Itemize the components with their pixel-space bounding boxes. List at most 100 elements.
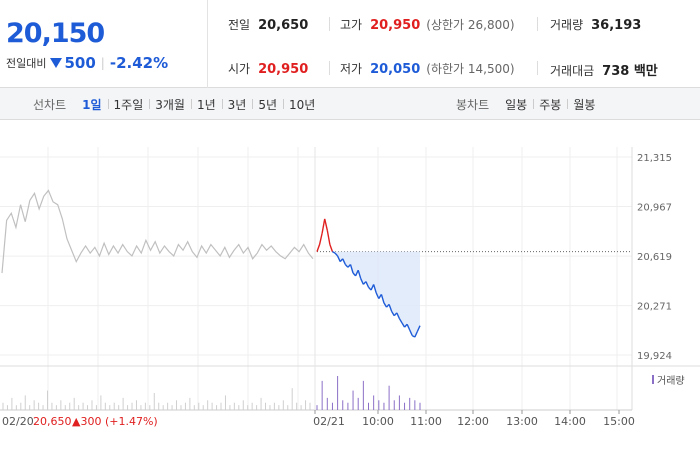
stat-value: 20,050 (370, 62, 421, 77)
stat-value: 738 백만 (602, 64, 658, 79)
stat-value: 36,193 (591, 18, 642, 33)
price-chart-svg: 21,315 20,967 20,619 20,271 19,924 02/21 10:00… (0, 147, 700, 428)
volume-legend: 거래량 (652, 372, 685, 387)
down-arrow-icon (50, 58, 63, 68)
stat-label: 거래대금 (550, 64, 595, 78)
change-percent: -2.42% (109, 54, 169, 72)
prev-close-value: 20,650 (33, 415, 72, 428)
y-tick-label: 20,619 (637, 252, 672, 263)
x-tick-label: 13:00 (506, 415, 538, 428)
stat-prev-close: 전일 20,650 (228, 16, 308, 33)
series-line-today-segment (388, 304, 393, 312)
current-price: 20,150 (6, 18, 105, 49)
divider (329, 17, 330, 31)
stat-sub: (하한가 14,500) (426, 62, 515, 76)
stat-label: 거래량 (550, 18, 584, 32)
series-line-today-segment (334, 252, 339, 257)
stat-value: 20,950 (370, 18, 421, 33)
tab-3y[interactable]: 3년 (221, 96, 253, 113)
chart-footer: 02/20 20,650 ▲300 (+1.47%) (0, 412, 700, 432)
prev-change-text: 300 (+1.47%) (80, 415, 158, 428)
series-line-today-segment (342, 258, 346, 265)
change-divider: | (100, 56, 105, 70)
period-tab-bar: 선차트 1일 1주일 3개월 1년 3년 5년 10년 봉차트 일봉 주봉 월봉 (0, 88, 700, 120)
up-arrow-icon: ▲ (72, 415, 81, 428)
x-tick-label: 02/21 (313, 415, 345, 428)
series-line-today-segment (401, 322, 406, 328)
series-line-today-segment (414, 331, 419, 338)
series-line-today-segment (396, 312, 401, 319)
tab-daily[interactable]: 일봉 (505, 97, 528, 112)
x-tick-label: 15:00 (603, 415, 635, 428)
stat-amount: 거래대금 738 백만 (550, 60, 658, 79)
series-line-today-segment (406, 323, 411, 331)
series-line-prev-day (1, 189, 314, 274)
stat-low: 저가 20,050 (하한가 14,500) (340, 60, 515, 77)
series-line-today-segment (329, 244, 334, 252)
tab-5y[interactable]: 5년 (252, 96, 283, 113)
prev-change: ▲300 (+1.47%) (72, 415, 158, 428)
series-line-today-segment (409, 329, 413, 336)
line-chart-title: 선차트 (33, 97, 67, 112)
price-summary: 20,150 전일대비 500 | -2.42% 전일 20,650 고가 20… (0, 0, 700, 88)
change-row: 전일대비 500 | -2.42% (6, 54, 168, 72)
price-chart: 21,315 20,967 20,619 20,271 19,924 02/21 10:00… (0, 120, 700, 450)
series-line-today-segment (380, 294, 385, 304)
y-tick-label: 20,271 (637, 302, 672, 313)
tab-10y[interactable]: 10년 (283, 96, 321, 113)
tab-monthly[interactable]: 월봉 (567, 96, 601, 113)
series-line-today-segment (375, 292, 380, 299)
stat-value: 20,650 (258, 18, 309, 33)
series-line-today-segment (316, 244, 321, 252)
stat-open: 시가 20,950 (228, 60, 308, 77)
change-label: 전일대비 (6, 57, 47, 70)
stat-label: 고가 (340, 18, 363, 32)
series-line-today-segment (372, 284, 377, 294)
y-tick-label: 19,924 (637, 351, 672, 362)
stat-label: 전일 (228, 18, 251, 32)
series-line-today-segment (391, 311, 395, 317)
stat-high: 고가 20,950 (상한가 26,800) (340, 16, 515, 33)
divider (537, 61, 538, 75)
x-tick-label: 12:00 (457, 415, 489, 428)
series-line-today-segment (416, 325, 421, 332)
series-line-today-segment (360, 278, 364, 285)
volume-legend-swatch (652, 375, 654, 384)
series-area-below-prev-close (317, 251, 420, 338)
stat-sub: (상한가 26,800) (426, 18, 515, 32)
tab-1d[interactable]: 1일 (82, 97, 102, 112)
stat-value: 20,950 (258, 62, 309, 77)
tab-1w[interactable]: 1주일 (107, 96, 150, 113)
series-line-today-segment (365, 281, 370, 288)
y-tick-label: 21,315 (637, 153, 672, 164)
candle-chart-title: 봉차트 (456, 97, 490, 112)
series-line-today-segment (321, 218, 326, 234)
x-tick-label: 10:00 (362, 415, 394, 428)
divider (537, 17, 538, 31)
series-line-today-segment (326, 230, 331, 245)
divider (329, 61, 330, 75)
x-tick-label: 14:00 (554, 415, 586, 428)
change-amount: 500 (64, 54, 96, 72)
tab-weekly[interactable]: 주봉 (533, 96, 567, 113)
stat-volume: 거래량 36,193 (550, 16, 641, 33)
prev-date: 02/20 (2, 415, 34, 428)
series-line-today-segment (324, 218, 328, 231)
x-tick-label: 11:00 (410, 415, 442, 428)
series-line-today-segment (398, 318, 403, 324)
price-box: 20,150 전일대비 500 | -2.42% (0, 0, 208, 88)
stats-panel: 전일 20,650 고가 20,950 (상한가 26,800) 거래량 36,… (209, 0, 700, 88)
series-line-today-segment (349, 264, 354, 274)
candle-chart-tabs: 봉차트 일봉 주봉 월봉 (456, 88, 601, 120)
tab-1y[interactable]: 1년 (190, 96, 222, 113)
volume-legend-label: 거래량 (657, 376, 685, 387)
series-line-today-segment (318, 232, 323, 245)
line-chart-tabs: 선차트 1일 1주일 3개월 1년 3년 5년 10년 (33, 88, 321, 120)
series-line-today-segment (336, 255, 341, 262)
stat-label: 저가 (340, 62, 363, 76)
series-line-today-segment (383, 302, 388, 308)
series-line-today-segment (357, 269, 362, 279)
series-line-today-segment (332, 251, 336, 254)
tab-3m[interactable]: 3개월 (149, 96, 191, 113)
y-tick-label: 20,967 (637, 203, 672, 214)
